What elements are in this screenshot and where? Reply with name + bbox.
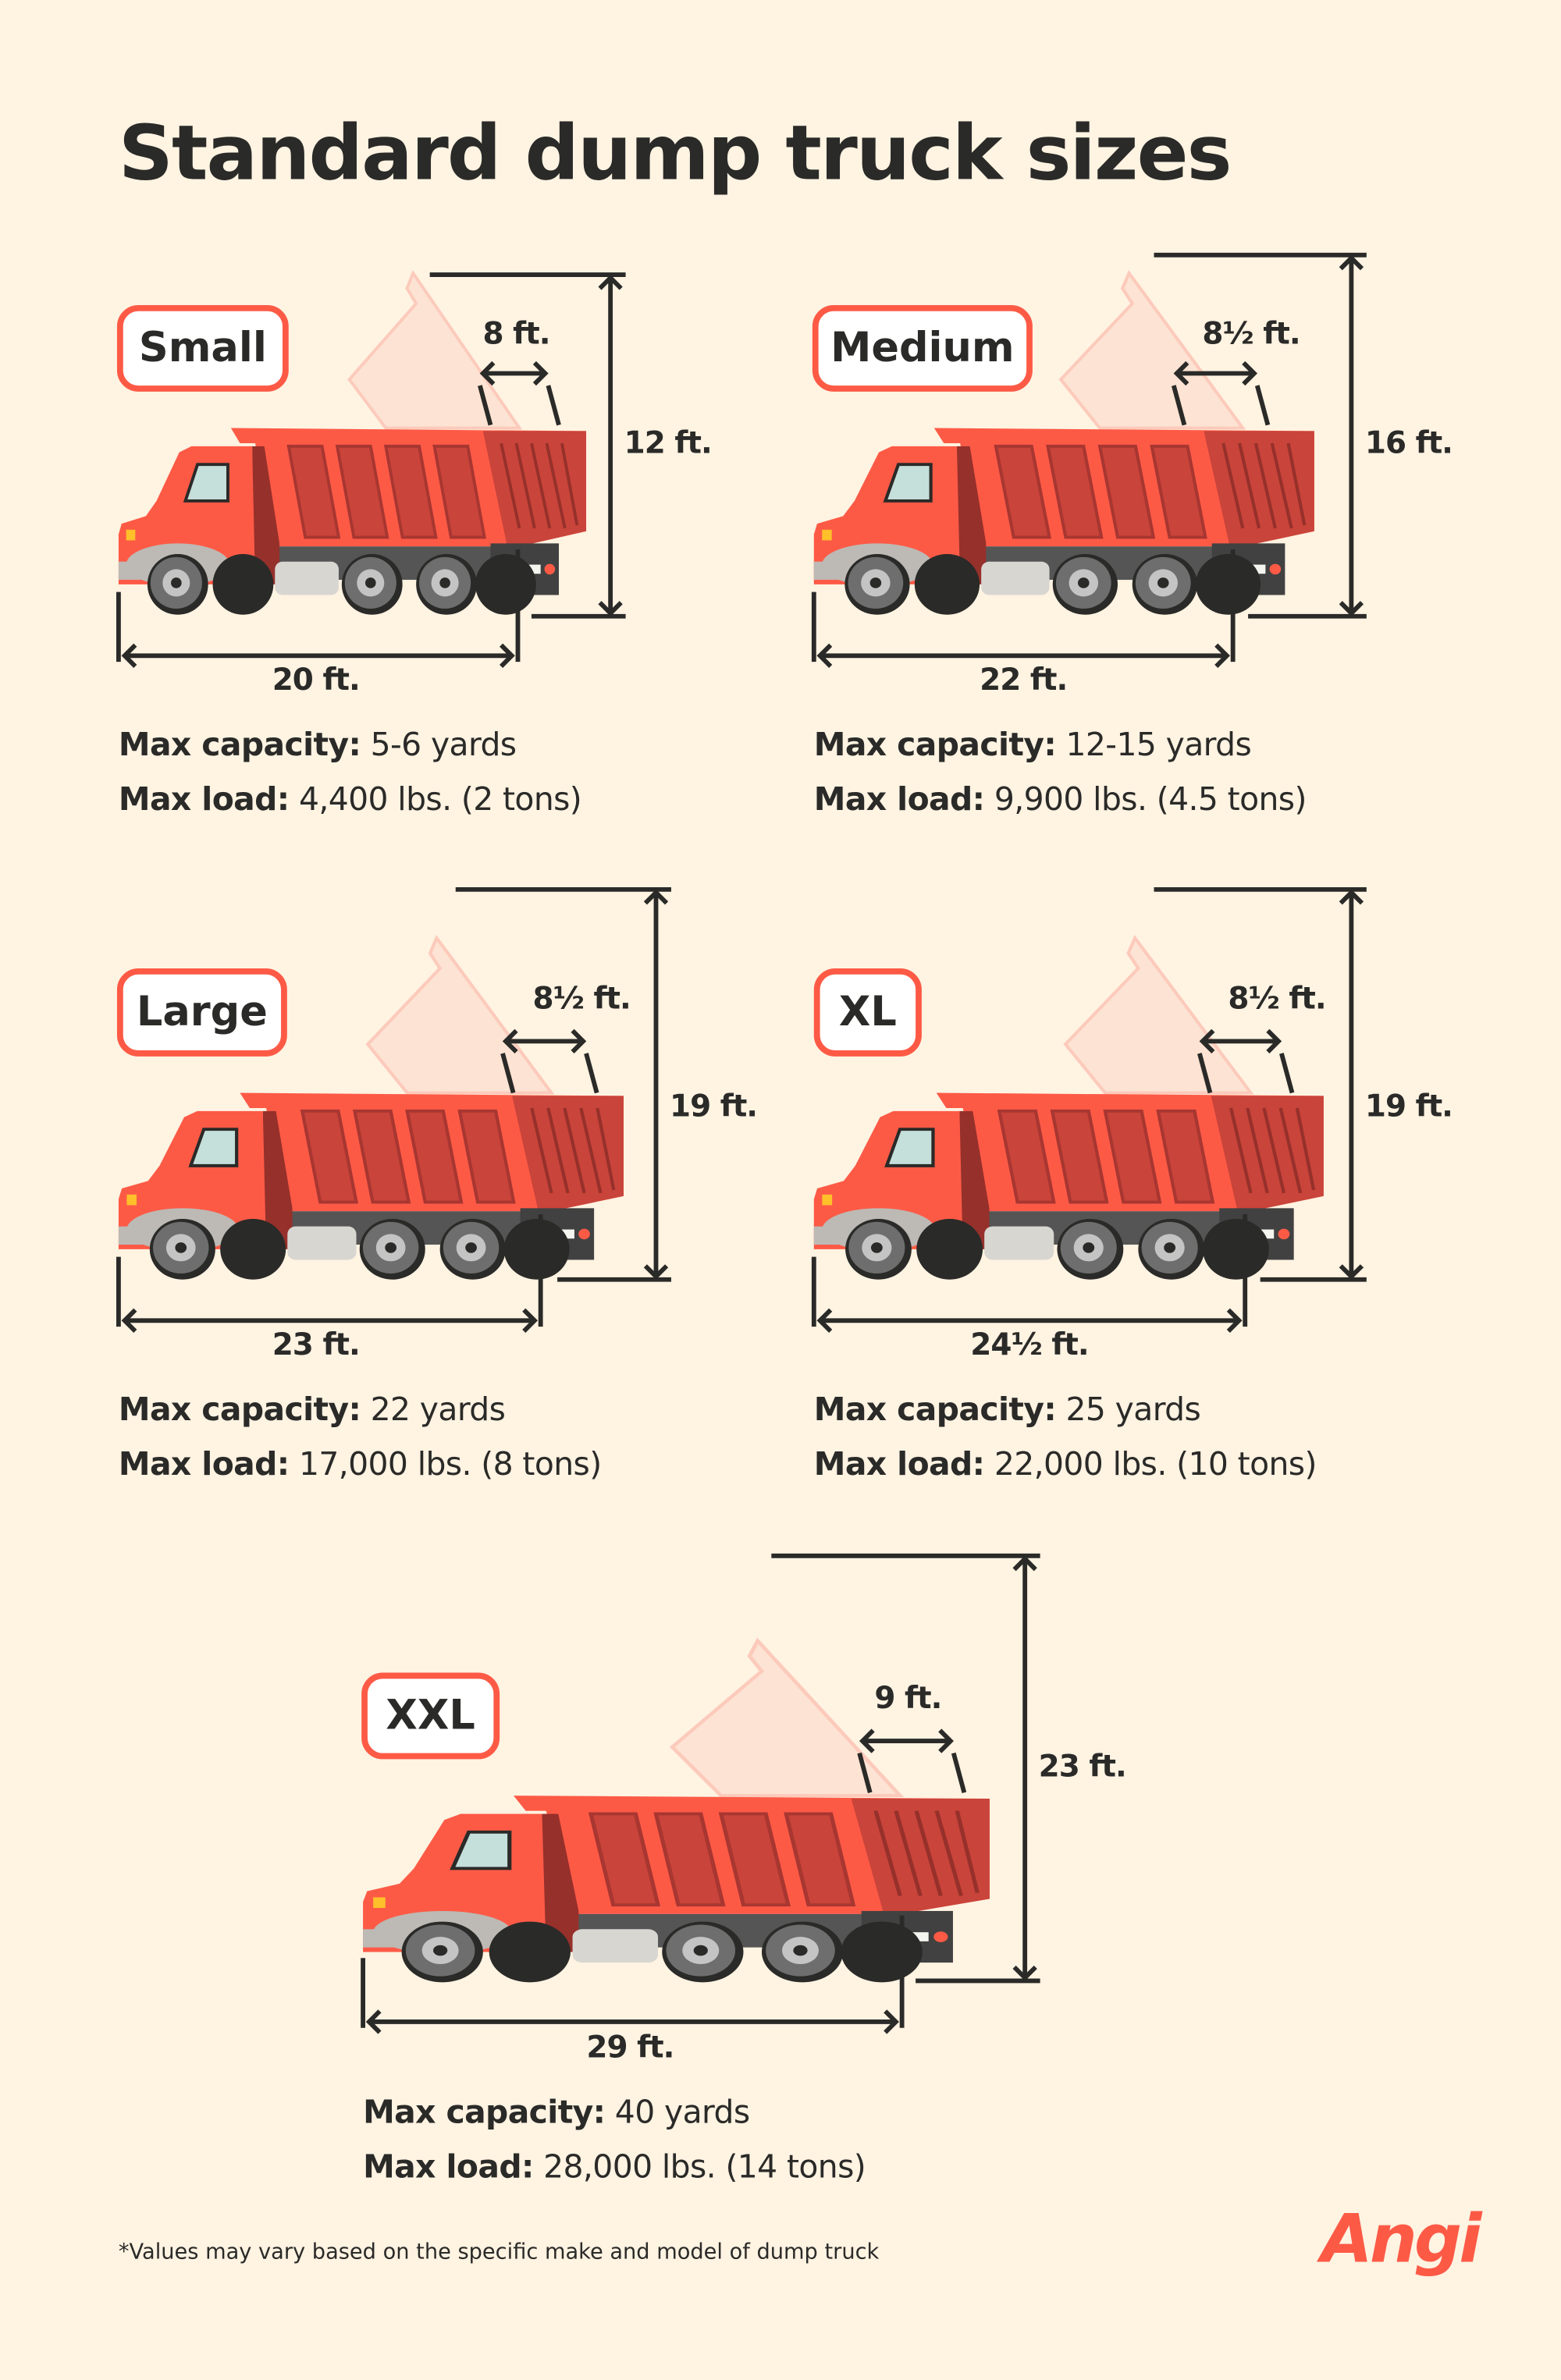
max-load: Max load: 17,000 lbs. (8 tons) [119, 1445, 602, 1483]
max-capacity-label: Max capacity: [363, 2094, 605, 2131]
max-load: Max load: 22,000 lbs. (10 tons) [814, 1445, 1317, 1483]
max-load-value: 17,000 lbs. (8 tons) [290, 1445, 602, 1483]
size-label-box [812, 304, 1033, 392]
length-label: 24½ ft. [970, 1327, 1088, 1362]
max-load-value: 28,000 lbs. (14 tons) [534, 2148, 866, 2186]
bed-width-tick [584, 1053, 599, 1094]
max-load-label: Max load: [814, 780, 985, 818]
bed-width-tick [500, 1053, 516, 1094]
size-label-box [361, 1672, 500, 1760]
truck-panel: Large 19 ft. 23 ft. 8½ ft. Max capacity: 22 … [116, 886, 758, 1483]
size-label-box [813, 968, 922, 1057]
max-capacity-label: Max capacity: [119, 726, 361, 763]
size-label-box [116, 968, 287, 1057]
bed-width-label: 8½ ft. [1202, 316, 1300, 351]
max-load-label: Max load: [814, 1445, 985, 1483]
max-load-value: 22,000 lbs. (10 tons) [984, 1445, 1316, 1483]
angi-logo: Angi [1316, 2201, 1483, 2278]
size-label: Large [137, 988, 268, 1035]
truck-panel: Medium 16 ft. 22 ft. 8½ ft. Max capacity: 12… [811, 252, 1453, 818]
length-label: 20 ft. [272, 662, 360, 698]
bed-width-label: 8 ft. [483, 316, 550, 351]
bed-width-tick [478, 385, 493, 426]
height-label: 19 ft. [1365, 1089, 1453, 1124]
max-capacity: Max capacity: 12-15 yards [814, 726, 1251, 763]
size-label-box [116, 304, 289, 392]
footnote: *Values may vary based on the specific m… [119, 2240, 880, 2264]
max-capacity-value: 40 yards [605, 2094, 749, 2131]
max-capacity: Max capacity: 25 yards [814, 1391, 1200, 1428]
bed-width-tick [951, 1752, 967, 1793]
truck-panel: XL 19 ft. 24½ ft. 8½ ft. Max capacity: 25 ya… [811, 886, 1453, 1483]
max-load: Max load: 28,000 lbs. (14 tons) [363, 2148, 866, 2186]
max-capacity-label: Max capacity: [814, 1391, 1056, 1428]
bed-width-label: 9 ft. [874, 1681, 941, 1716]
length-label: 23 ft. [272, 1327, 360, 1362]
bed-width-tick [1254, 385, 1271, 426]
bed-width-tick [857, 1752, 873, 1793]
max-load: Max load: 4,400 lbs. (2 tons) [119, 780, 581, 818]
size-label: Medium [830, 324, 1015, 371]
bed-width-tick [546, 385, 561, 426]
max-load-label: Max load: [119, 1445, 290, 1483]
max-capacity: Max capacity: 40 yards [363, 2094, 749, 2131]
bed-width-tick [1197, 1053, 1213, 1094]
height-label: 19 ft. [670, 1089, 757, 1124]
max-load-label: Max load: [363, 2148, 534, 2186]
bed-width-tick [1279, 1053, 1295, 1094]
max-capacity-value: 25 yards [1056, 1391, 1200, 1428]
bed-width-label: 8½ ft. [533, 981, 631, 1016]
truck-panel: Small 12 ft. 20 ft. 8 ft. Max capacity: 5-6 … [116, 272, 713, 818]
max-capacity-label: Max capacity: [119, 1391, 361, 1428]
max-load-value: 9,900 lbs. (4.5 tons) [984, 780, 1306, 818]
max-load: Max load: 9,900 lbs. (4.5 tons) [814, 780, 1307, 818]
length-label: 29 ft. [586, 2030, 674, 2065]
height-label: 12 ft. [624, 425, 712, 460]
height-label: 16 ft. [1365, 425, 1453, 460]
max-capacity-value: 5-6 yards [361, 726, 516, 763]
max-capacity: Max capacity: 5-6 yards [119, 726, 517, 763]
page-title: Standard dump truck sizes [119, 109, 1231, 197]
max-capacity-label: Max capacity: [814, 726, 1056, 763]
max-capacity: Max capacity: 22 yards [119, 1391, 505, 1428]
bed-width-tick [1171, 385, 1187, 426]
size-label: XXL [386, 1692, 475, 1739]
size-label: XL [839, 988, 897, 1035]
max-capacity-value: 22 yards [361, 1391, 505, 1428]
height-label: 23 ft. [1039, 1749, 1126, 1785]
max-capacity-value: 12-15 yards [1056, 726, 1251, 763]
max-load-label: Max load: [119, 780, 290, 818]
length-label: 22 ft. [980, 662, 1067, 698]
truck-panel: XXL 23 ft. 29 ft. 9 ft. Max capacity: 40 yar… [361, 1553, 1127, 2186]
bed-width-label: 8½ ft. [1228, 981, 1325, 1016]
max-load-value: 4,400 lbs. (2 tons) [290, 780, 582, 818]
size-label: Small [139, 324, 267, 371]
